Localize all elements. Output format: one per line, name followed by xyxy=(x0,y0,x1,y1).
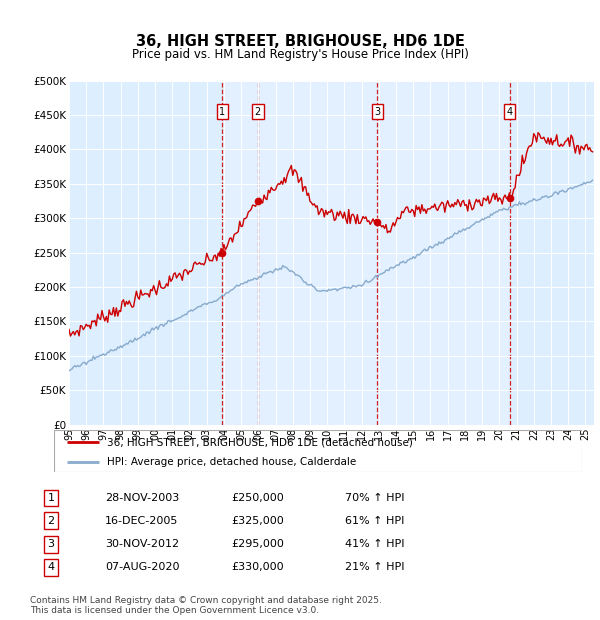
Text: HPI: Average price, detached house, Calderdale: HPI: Average price, detached house, Cald… xyxy=(107,457,356,467)
Text: £295,000: £295,000 xyxy=(231,539,284,549)
Text: 3: 3 xyxy=(374,107,380,117)
Text: 3: 3 xyxy=(47,539,55,549)
Text: Price paid vs. HM Land Registry's House Price Index (HPI): Price paid vs. HM Land Registry's House … xyxy=(131,48,469,61)
Bar xyxy=(377,81,509,425)
Text: 70% ↑ HPI: 70% ↑ HPI xyxy=(345,493,404,503)
Text: 07-AUG-2020: 07-AUG-2020 xyxy=(105,562,179,572)
Text: 1: 1 xyxy=(220,107,226,117)
Text: 36, HIGH STREET, BRIGHOUSE, HD6 1DE (detached house): 36, HIGH STREET, BRIGHOUSE, HD6 1DE (det… xyxy=(107,437,413,447)
Text: £330,000: £330,000 xyxy=(231,562,284,572)
Text: 30-NOV-2012: 30-NOV-2012 xyxy=(105,539,179,549)
Text: 2: 2 xyxy=(254,107,261,117)
Text: 16-DEC-2005: 16-DEC-2005 xyxy=(105,516,178,526)
Text: 4: 4 xyxy=(506,107,513,117)
Text: £325,000: £325,000 xyxy=(231,516,284,526)
Text: 28-NOV-2003: 28-NOV-2003 xyxy=(105,493,179,503)
Text: 2: 2 xyxy=(47,516,55,526)
Text: 4: 4 xyxy=(47,562,55,572)
Bar xyxy=(223,81,257,425)
Text: Contains HM Land Registry data © Crown copyright and database right 2025.
This d: Contains HM Land Registry data © Crown c… xyxy=(30,596,382,615)
Text: £250,000: £250,000 xyxy=(231,493,284,503)
Text: 61% ↑ HPI: 61% ↑ HPI xyxy=(345,516,404,526)
Text: 21% ↑ HPI: 21% ↑ HPI xyxy=(345,562,404,572)
Text: 41% ↑ HPI: 41% ↑ HPI xyxy=(345,539,404,549)
Text: 36, HIGH STREET, BRIGHOUSE, HD6 1DE: 36, HIGH STREET, BRIGHOUSE, HD6 1DE xyxy=(136,34,464,49)
Bar xyxy=(257,81,377,425)
Text: 1: 1 xyxy=(47,493,55,503)
